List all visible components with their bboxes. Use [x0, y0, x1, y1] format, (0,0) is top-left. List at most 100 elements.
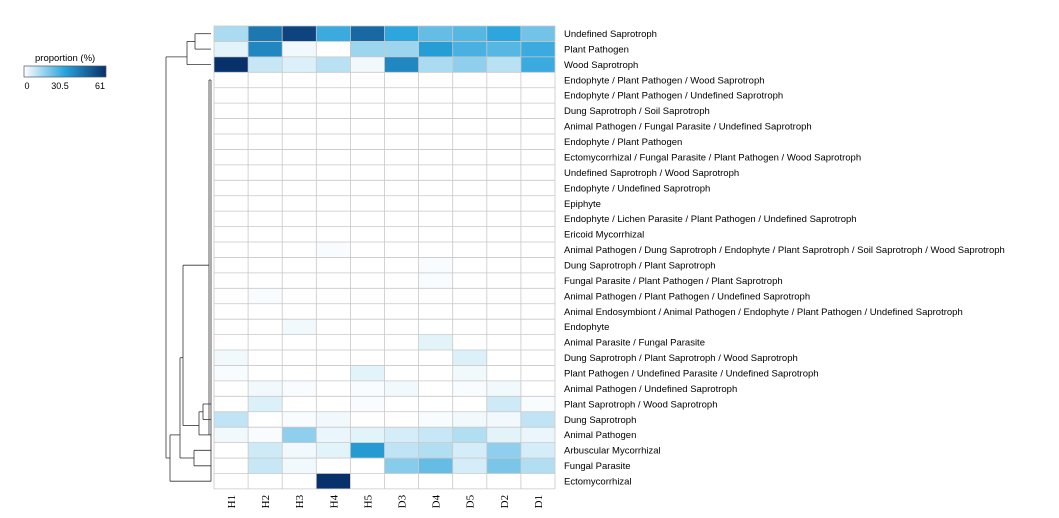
heatmap-cell [248, 164, 283, 181]
heatmap-cell [214, 72, 249, 88]
heatmap-cell [248, 380, 283, 397]
heatmap-cell [384, 473, 419, 489]
heatmap-cell [520, 242, 555, 258]
heatmap-cell [316, 242, 351, 258]
heatmap-cell [384, 118, 419, 135]
heatmap-cell [316, 257, 351, 273]
row-label: Plant Pathogen [564, 44, 629, 55]
heatmap-cell [350, 365, 385, 381]
heatmap-cell [520, 442, 555, 459]
heatmap-cell [282, 195, 317, 212]
heatmap-cell [248, 303, 283, 320]
column-label: H3 [294, 494, 306, 508]
heatmap-cell [214, 118, 249, 135]
heatmap-cell [282, 180, 317, 196]
heatmap-cell [486, 134, 521, 150]
heatmap-cell [282, 242, 317, 258]
heatmap-cell [248, 226, 283, 243]
heatmap-cell [418, 134, 453, 150]
heatmap-cell [384, 134, 419, 150]
heatmap-cell [418, 41, 453, 57]
heatmap-cell [316, 56, 351, 73]
heatmap-cell [214, 365, 249, 381]
heatmap-cell [486, 211, 521, 227]
heatmap-cell [248, 411, 283, 428]
heatmap-cell [452, 149, 487, 165]
heatmap-cell [384, 226, 419, 243]
heatmap-cell [248, 118, 283, 135]
heatmap-cell [282, 272, 317, 289]
heatmap-cell [486, 303, 521, 320]
heatmap-cell [486, 442, 521, 459]
heatmap-cell [384, 411, 419, 428]
heatmap-cell [418, 164, 453, 181]
heatmap-cell [316, 134, 351, 150]
row-label: Dung Saprotroph / Soil Saprotroph [564, 106, 710, 117]
heatmap-cell [452, 319, 487, 335]
heatmap-cell [452, 334, 487, 351]
heatmap-cell [452, 350, 487, 366]
heatmap-cell [384, 257, 419, 273]
heatmap-cell [248, 242, 283, 258]
heatmap-cell [214, 149, 249, 165]
heatmap-cell [282, 164, 317, 181]
heatmap-cell [418, 272, 453, 289]
heatmap-cell [384, 272, 419, 289]
heatmap-cell [520, 411, 555, 428]
heatmap-cell [418, 195, 453, 212]
row-label: Endophyte / Lichen Parasite / Plant Path… [564, 214, 857, 225]
heatmap-cell [452, 226, 487, 243]
heatmap-cell [350, 319, 385, 335]
heatmap-cell [486, 334, 521, 351]
heatmap-cell [384, 319, 419, 335]
heatmap-cell [316, 396, 351, 412]
heatmap-cell [282, 87, 317, 104]
heatmap-cell [486, 411, 521, 428]
heatmap-cell [418, 149, 453, 165]
heatmap-cell [316, 427, 351, 443]
heatmap-cell [384, 103, 419, 119]
heatmap-cell [350, 164, 385, 181]
heatmap-cell [520, 473, 555, 489]
heatmap-cell [282, 458, 317, 474]
column-label: H4 [328, 494, 340, 508]
row-label: Arbuscular Mycorrhizal [564, 446, 661, 457]
heatmap-cell [520, 350, 555, 366]
heatmap-cell [452, 473, 487, 489]
column-label: D1 [533, 495, 545, 508]
heatmap-cell [282, 303, 317, 320]
heatmap-cell [282, 257, 317, 273]
heatmap-cell [350, 134, 385, 150]
heatmap-cell [520, 26, 555, 42]
heatmap-cell [316, 226, 351, 243]
heatmap-cell [418, 72, 453, 88]
heatmap-cell [282, 226, 317, 243]
heatmap-cell [282, 411, 317, 428]
heatmap-cell [350, 41, 385, 57]
row-label: Dung Saprotroph [564, 415, 636, 426]
heatmap-cell [520, 103, 555, 119]
heatmap-cell [520, 226, 555, 243]
heatmap-cell [248, 41, 283, 57]
heatmap-cell [248, 180, 283, 196]
heatmap-cell [214, 380, 249, 397]
heatmap-cell [316, 103, 351, 119]
heatmap-cell [248, 272, 283, 289]
heatmap-cell [282, 288, 317, 304]
heatmap-cell [248, 427, 283, 443]
heatmap-cell [486, 272, 521, 289]
row-label: Animal Pathogen / Fungal Parasite / Unde… [564, 122, 812, 133]
row-label: Endophyte / Plant Pathogen [564, 137, 682, 148]
heatmap-cell [248, 350, 283, 366]
heatmap-cell [384, 87, 419, 104]
legend-ticks: 0 30.5 61 [24, 81, 105, 91]
heatmap-cell [350, 303, 385, 320]
heatmap-cell [486, 195, 521, 212]
heatmap-cell [248, 149, 283, 165]
heatmap-cell [248, 257, 283, 273]
column-label: H5 [362, 494, 374, 508]
heatmap-cell [418, 288, 453, 304]
heatmap-cell [384, 26, 419, 42]
heatmap-cell [282, 41, 317, 57]
